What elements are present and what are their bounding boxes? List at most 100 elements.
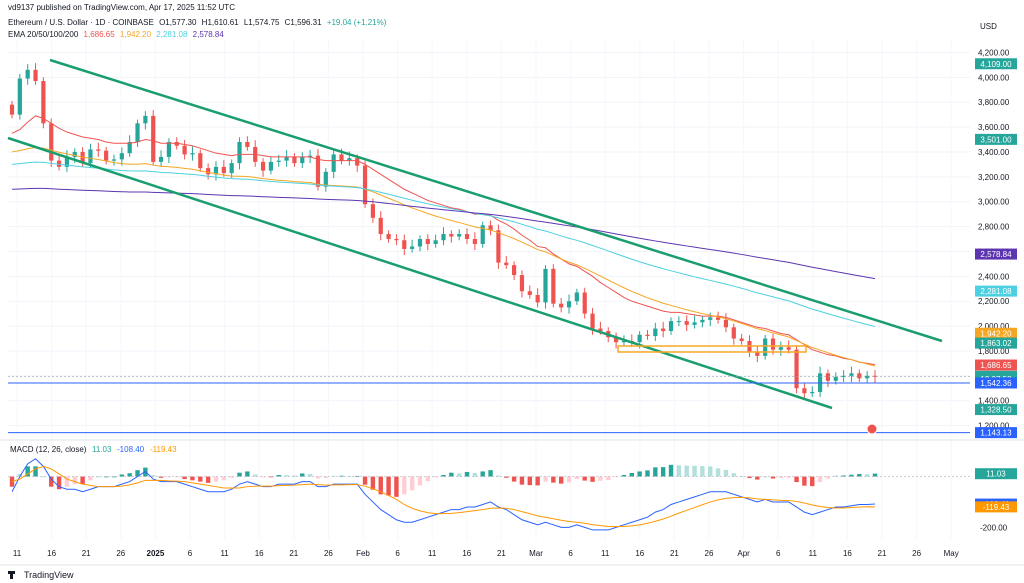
x-tick-label: 21 xyxy=(878,549,887,558)
macd-histogram-bar xyxy=(598,476,603,481)
x-tick-label: 26 xyxy=(324,549,333,558)
candle-body xyxy=(621,340,627,343)
macd-histogram-bar xyxy=(590,476,595,482)
macd-histogram-bar xyxy=(198,476,203,482)
macd-histogram-bar xyxy=(527,476,532,486)
macd-histogram-bar xyxy=(362,476,368,485)
candle-body xyxy=(9,104,15,115)
macd-histogram-bar xyxy=(88,476,93,481)
macd-histogram-bar xyxy=(519,476,525,485)
macd-histogram-bar xyxy=(747,476,752,479)
macd-histogram-bar xyxy=(794,476,799,483)
ema100-value: 2,281.08 xyxy=(156,30,188,39)
macd-histogram-bar xyxy=(582,476,587,481)
candle-body xyxy=(653,328,658,337)
candle-body xyxy=(64,156,70,167)
macd-histogram-bar xyxy=(629,472,634,477)
x-tick-label: 6 xyxy=(188,549,193,558)
macd-histogram-bar xyxy=(504,476,509,478)
candle-body xyxy=(810,391,815,394)
macd-histogram-bar xyxy=(300,473,305,477)
ohlc-high: H1,610.61 xyxy=(201,18,239,27)
macd-hist-value: 11.03 xyxy=(92,445,112,454)
candle-body xyxy=(464,234,470,239)
macd-histogram-bar xyxy=(708,466,713,477)
ema-label[interactable]: EMA 20/50/100/200 xyxy=(8,30,79,39)
candle-body xyxy=(394,239,399,241)
candle-body xyxy=(590,313,595,329)
x-tick-label: 16 xyxy=(635,549,644,558)
macd-axis-label-text: -119.43 xyxy=(983,503,1010,512)
x-tick-label: 2025 xyxy=(147,549,165,558)
candle-body xyxy=(370,204,375,218)
macd-histogram-bar xyxy=(417,476,423,486)
candle-body xyxy=(119,153,124,160)
candle-body xyxy=(315,155,321,187)
y-tick-label: 2,200.00 xyxy=(978,297,1010,306)
macd-histogram-bar xyxy=(543,476,548,482)
price-label-text: 1,686.65 xyxy=(980,361,1012,370)
y-tick-label: 3,200.00 xyxy=(978,173,1010,182)
candle-body xyxy=(88,149,93,164)
price-label-bg xyxy=(975,377,1017,389)
macd-histogram-bar xyxy=(676,465,682,477)
macd-histogram-bar xyxy=(802,476,807,486)
price-label-text: 4,109.00 xyxy=(980,60,1012,69)
macd-histogram-bar xyxy=(770,476,776,479)
macd-histogram-bar xyxy=(692,465,697,477)
ema50-line xyxy=(11,147,876,367)
macd-histogram-bar xyxy=(135,470,140,477)
macd-histogram-bar xyxy=(166,476,172,478)
candle-body xyxy=(143,115,148,124)
candle-body xyxy=(833,377,838,381)
y-tick-label: 2,000.00 xyxy=(978,322,1010,331)
candle-body xyxy=(739,338,744,341)
candle-body xyxy=(684,321,689,325)
tradingview-brand[interactable]: TradingView xyxy=(8,570,74,580)
candle-body xyxy=(763,338,768,356)
candle-body xyxy=(229,163,234,174)
ohlc-open: O1,577.30 xyxy=(159,18,197,27)
candle-body xyxy=(723,319,729,328)
ema-legend: EMA 20/50/100/200 1,686.65 1,942.20 2,28… xyxy=(8,30,227,39)
candle-body xyxy=(347,158,352,161)
symbol-name[interactable]: Ethereum / U.S. Dollar · 1D · COINBASE xyxy=(8,18,154,27)
macd-histogram-bar xyxy=(464,471,470,477)
candle-body xyxy=(362,165,368,205)
macd-histogram-bar xyxy=(72,476,77,485)
macd-histogram-bar xyxy=(668,464,674,477)
price-label-text: 3,501.00 xyxy=(980,135,1012,144)
macd-histogram-bar xyxy=(323,476,329,479)
candle-body xyxy=(96,149,101,151)
macd-histogram-bar xyxy=(307,473,313,477)
x-tick-label: 6 xyxy=(776,549,781,558)
ema20-line xyxy=(11,115,876,366)
price-label-text: 1,328.50 xyxy=(980,406,1012,415)
candle-body xyxy=(535,294,540,303)
x-tick-label: 16 xyxy=(843,549,852,558)
macd-histogram-bar xyxy=(245,471,250,477)
macd-histogram-bar xyxy=(174,476,179,478)
x-tick-label: 16 xyxy=(462,549,471,558)
x-tick-label: 6 xyxy=(395,549,400,558)
macd-histogram-bar xyxy=(762,476,768,478)
candle-body xyxy=(504,262,509,266)
macd-histogram-bar xyxy=(315,476,321,479)
candle-body xyxy=(331,154,336,172)
candle-body xyxy=(111,159,117,161)
price-label-text: 2,281.08 xyxy=(980,287,1012,296)
y-tick-label: 1,800.00 xyxy=(978,347,1010,356)
candle-body xyxy=(488,225,493,231)
channel-lower-line xyxy=(7,136,833,410)
x-tick-label: 6 xyxy=(568,549,573,558)
macd-histogram-bar xyxy=(511,476,517,482)
candle-body xyxy=(41,81,46,124)
macd-histogram-bar xyxy=(857,473,862,477)
price-label-bg xyxy=(975,427,1017,439)
x-tick-label: 26 xyxy=(116,549,125,558)
macd-histogram-bar xyxy=(825,476,831,479)
candle-body xyxy=(574,292,579,302)
macd-histogram-bar xyxy=(331,475,336,477)
macd-histogram-bar xyxy=(103,476,109,478)
